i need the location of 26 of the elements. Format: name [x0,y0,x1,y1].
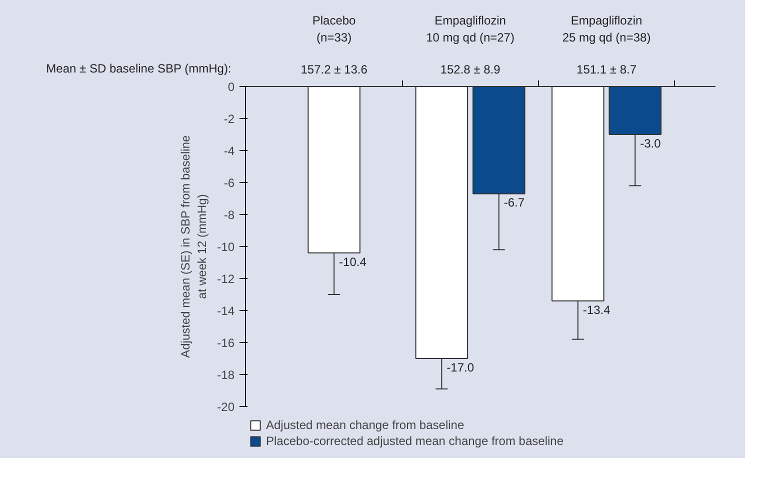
y-tick-label: -10 [217,240,235,254]
data-label: -17.0 [446,360,474,374]
data-label: -10.4 [339,254,367,269]
x-tick-label: Empagliflozin 25 mg qd (n=38) [562,14,651,44]
data-label: -13.4 [582,302,611,317]
y-tick-label: -6 [224,176,235,190]
y-tick-label: -20 [217,400,235,414]
data-label: -3.0 [640,136,662,150]
data-label: -6.7 [504,196,525,210]
y-tick-label: -12 [217,272,235,286]
y-tick-label: -14 [217,304,235,318]
text: 152.8 ± 8.9 [440,62,501,76]
y-axis-title: Adjusted mean (SE) in SBP from baseline at week 12 (mmHg) [178,135,210,358]
legend-label: Placebo-corrected adjusted mean change from baseline [266,434,564,448]
y-tick-label: -18 [217,368,235,382]
y-tick-label: -8 [224,208,235,222]
y-tick-label: -4 [224,144,235,158]
y-tick-label: -2 [224,112,235,126]
text: 151.1 ± 8.7 [576,62,637,76]
text: Mean ± SD baseline SBP (mmHg): [46,62,232,76]
x-tick-label: Empagliflozin 10 mg qd (n=27) [426,14,514,44]
legend-label: Adjusted mean change from baseline [266,418,464,432]
y-tick-label: -16 [217,336,235,350]
x-tick-label: Placebo (n=33) [312,14,356,44]
y-tick-label: 0 [228,80,235,94]
text: 157.2 ± 13.6 [300,62,368,76]
